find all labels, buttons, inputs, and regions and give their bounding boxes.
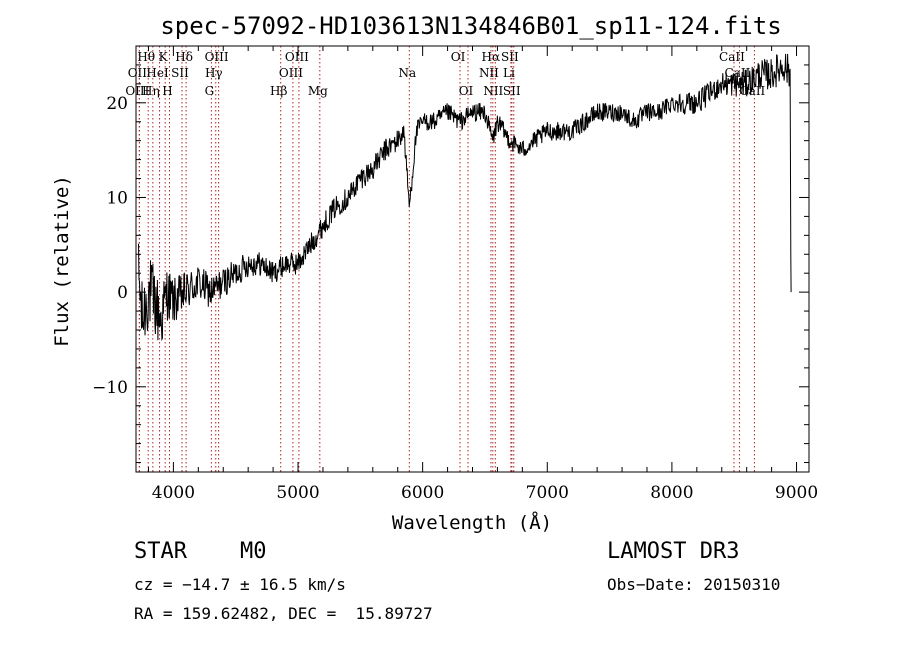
spectral-line-label: SII [503, 84, 521, 98]
y-axis-ticks: −10 0 10 20 [92, 45, 809, 464]
spectral-line-label: NII [483, 84, 503, 98]
spectral-line-label: OI [459, 84, 474, 98]
x-tick-label: 9000 [775, 483, 818, 503]
spectral-line-label: Hβ [270, 84, 287, 98]
survey-name: LAMOST DR3 [607, 539, 740, 564]
obs-date: Obs−Date: 20150310 [607, 575, 781, 594]
x-tick-label: 6000 [401, 483, 444, 503]
spectral-line-label: OIII [285, 50, 309, 64]
x-axis-ticks: 4000 5000 6000 7000 8000 9000 [147, 46, 818, 503]
spectral-line-label: SII [501, 50, 519, 64]
y-axis-label: Flux (relative) [51, 175, 73, 347]
spectral-line-label: G [205, 84, 215, 98]
spectral-line-label: K [159, 50, 169, 64]
spectral-line-label: H [162, 84, 172, 98]
x-axis-label: Wavelength (Å) [392, 511, 552, 534]
spectral-line-label: Hγ [205, 66, 223, 80]
spectral-line-label: OI [451, 50, 466, 64]
spectral-line-label: CaII [719, 50, 745, 64]
object-subclass: M0 [240, 539, 267, 564]
spectral-line-label: Hθ [137, 50, 155, 64]
x-tick-label: 7000 [526, 483, 569, 503]
spectral-line-label: Hη [142, 84, 160, 98]
x-tick-label: 5000 [276, 483, 319, 503]
spectral-line-label: OIII [205, 50, 229, 64]
spectral-line-label: Na [398, 66, 416, 80]
spectral-line-label: Hα [482, 50, 501, 64]
coordinates: RA = 159.62482, DEC = 15.89727 [134, 604, 433, 623]
y-tick-label: −10 [92, 378, 128, 398]
spectral-line-label: SII [171, 66, 189, 80]
x-tick-label: 8000 [650, 483, 693, 503]
redshift-value: cz = −14.7 ± 16.5 km/s [134, 575, 346, 594]
chart-title: spec-57092-HD103613N134846B01_sp11-124.f… [160, 12, 781, 40]
spectral-line-label: NII [479, 66, 499, 80]
spectral-line-markers [138, 46, 755, 472]
spectral-line-label: OII [128, 66, 148, 80]
spectral-line-label: OIII [125, 84, 149, 98]
y-tick-label: 0 [117, 283, 128, 303]
x-tick-label: 4000 [152, 483, 195, 503]
spectral-line-label: OIII [279, 66, 303, 80]
y-tick-label: 10 [106, 188, 128, 208]
spectral-line-label: Mg [308, 84, 328, 98]
y-tick-label: 20 [106, 94, 128, 114]
spectral-line-label: HeI [146, 66, 169, 80]
object-class: STAR [134, 539, 187, 564]
spectrum-line [138, 53, 792, 342]
spectral-line-label: Li [503, 66, 515, 80]
spectral-line-label: Hδ [175, 50, 193, 64]
